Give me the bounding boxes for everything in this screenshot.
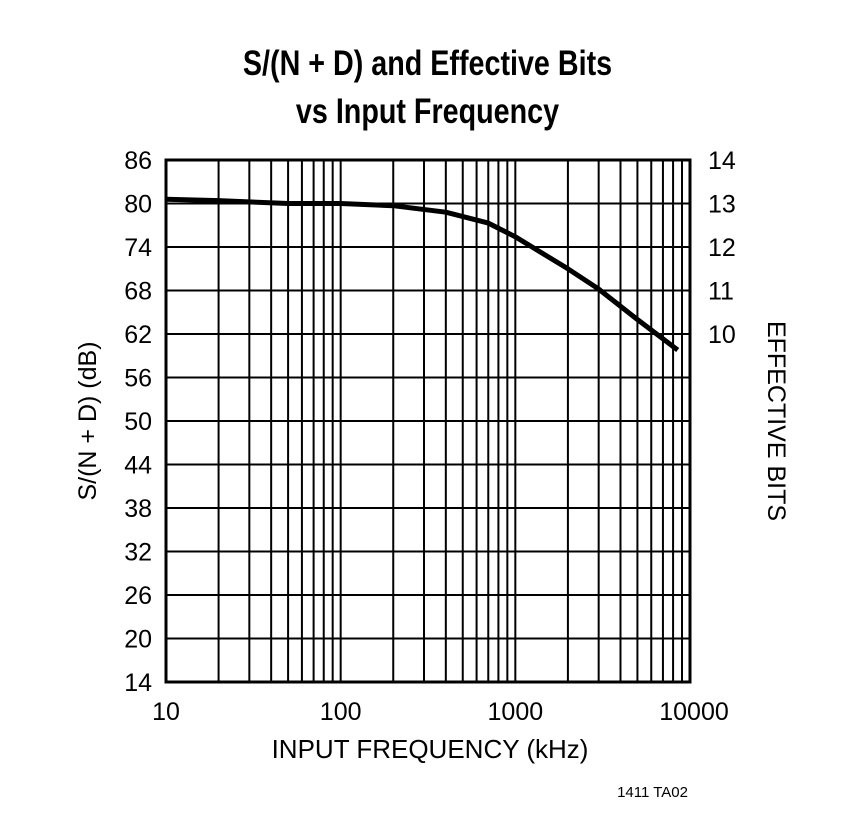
figure-id-label: 1411 TA02 [617,784,688,801]
y-tick-label: 32 [124,539,152,567]
y2-tick-label: 12 [708,234,736,262]
y-tick-label: 38 [124,495,152,523]
x-tick-label: 1000 [488,698,544,726]
y-tick-label: 14 [124,669,152,697]
x-tick-label: 10 [152,698,180,726]
y2-axis-label: EFFECTIVE BITS [762,321,790,521]
y-tick-label: 68 [124,278,152,306]
x-axis-label: INPUT FREQUENCY (kHz) [272,734,589,764]
x-tick-label: 100 [320,698,362,726]
y2-tick-label: 10 [708,321,736,349]
x-tick-label: 10000 [659,698,729,726]
y-tick-label: 80 [124,191,152,219]
y-tick-label: 20 [124,626,152,654]
y-axis-label: S/(N + D) (dB) [74,341,102,500]
plot-frame [164,158,692,684]
y-tick-label: 44 [124,452,152,480]
chart-title-line-1: S/(N + D) and Effective Bits [242,44,613,83]
y-tick-label: 26 [124,582,152,610]
chart-title-line-2: vs Input Frequency [295,92,560,131]
y2-tick-label: 14 [708,147,736,175]
series-line-snd [165,196,680,352]
y-tick-label: 56 [124,365,152,393]
y2-tick-label: 13 [708,191,736,219]
y-tick-label: 86 [124,147,152,175]
y-tick-label: 62 [124,321,152,349]
y2-tick-label: 11 [708,278,734,306]
y-tick-label: 50 [124,408,152,436]
y-tick-label: 74 [124,234,152,262]
